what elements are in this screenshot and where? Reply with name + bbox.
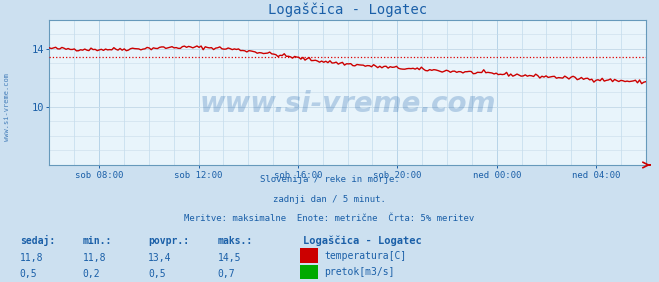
Text: www.si-vreme.com: www.si-vreme.com — [200, 90, 496, 118]
Text: Meritve: maksimalne  Enote: metrične  Črta: 5% meritev: Meritve: maksimalne Enote: metrične Črta… — [185, 214, 474, 223]
Text: povpr.:: povpr.: — [148, 236, 189, 246]
Text: 11,8: 11,8 — [82, 253, 106, 263]
Text: min.:: min.: — [82, 236, 112, 246]
Text: temperatura[C]: temperatura[C] — [324, 251, 407, 261]
Text: sedaj:: sedaj: — [20, 235, 55, 246]
Text: 11,8: 11,8 — [20, 253, 43, 263]
Text: 0,7: 0,7 — [217, 269, 235, 279]
Text: pretok[m3/s]: pretok[m3/s] — [324, 267, 395, 277]
Text: www.si-vreme.com: www.si-vreme.com — [3, 73, 10, 141]
Text: maks.:: maks.: — [217, 236, 252, 246]
Text: 14,5: 14,5 — [217, 253, 241, 263]
Text: 13,4: 13,4 — [148, 253, 172, 263]
Text: 0,5: 0,5 — [20, 269, 38, 279]
Text: 0,2: 0,2 — [82, 269, 100, 279]
Text: 0,5: 0,5 — [148, 269, 166, 279]
Text: Logaščica - Logatec: Logaščica - Logatec — [303, 235, 422, 246]
Text: zadnji dan / 5 minut.: zadnji dan / 5 minut. — [273, 195, 386, 204]
Text: Slovenija / reke in morje.: Slovenija / reke in morje. — [260, 175, 399, 184]
Title: Logaščica - Logatec: Logaščica - Logatec — [268, 3, 427, 17]
